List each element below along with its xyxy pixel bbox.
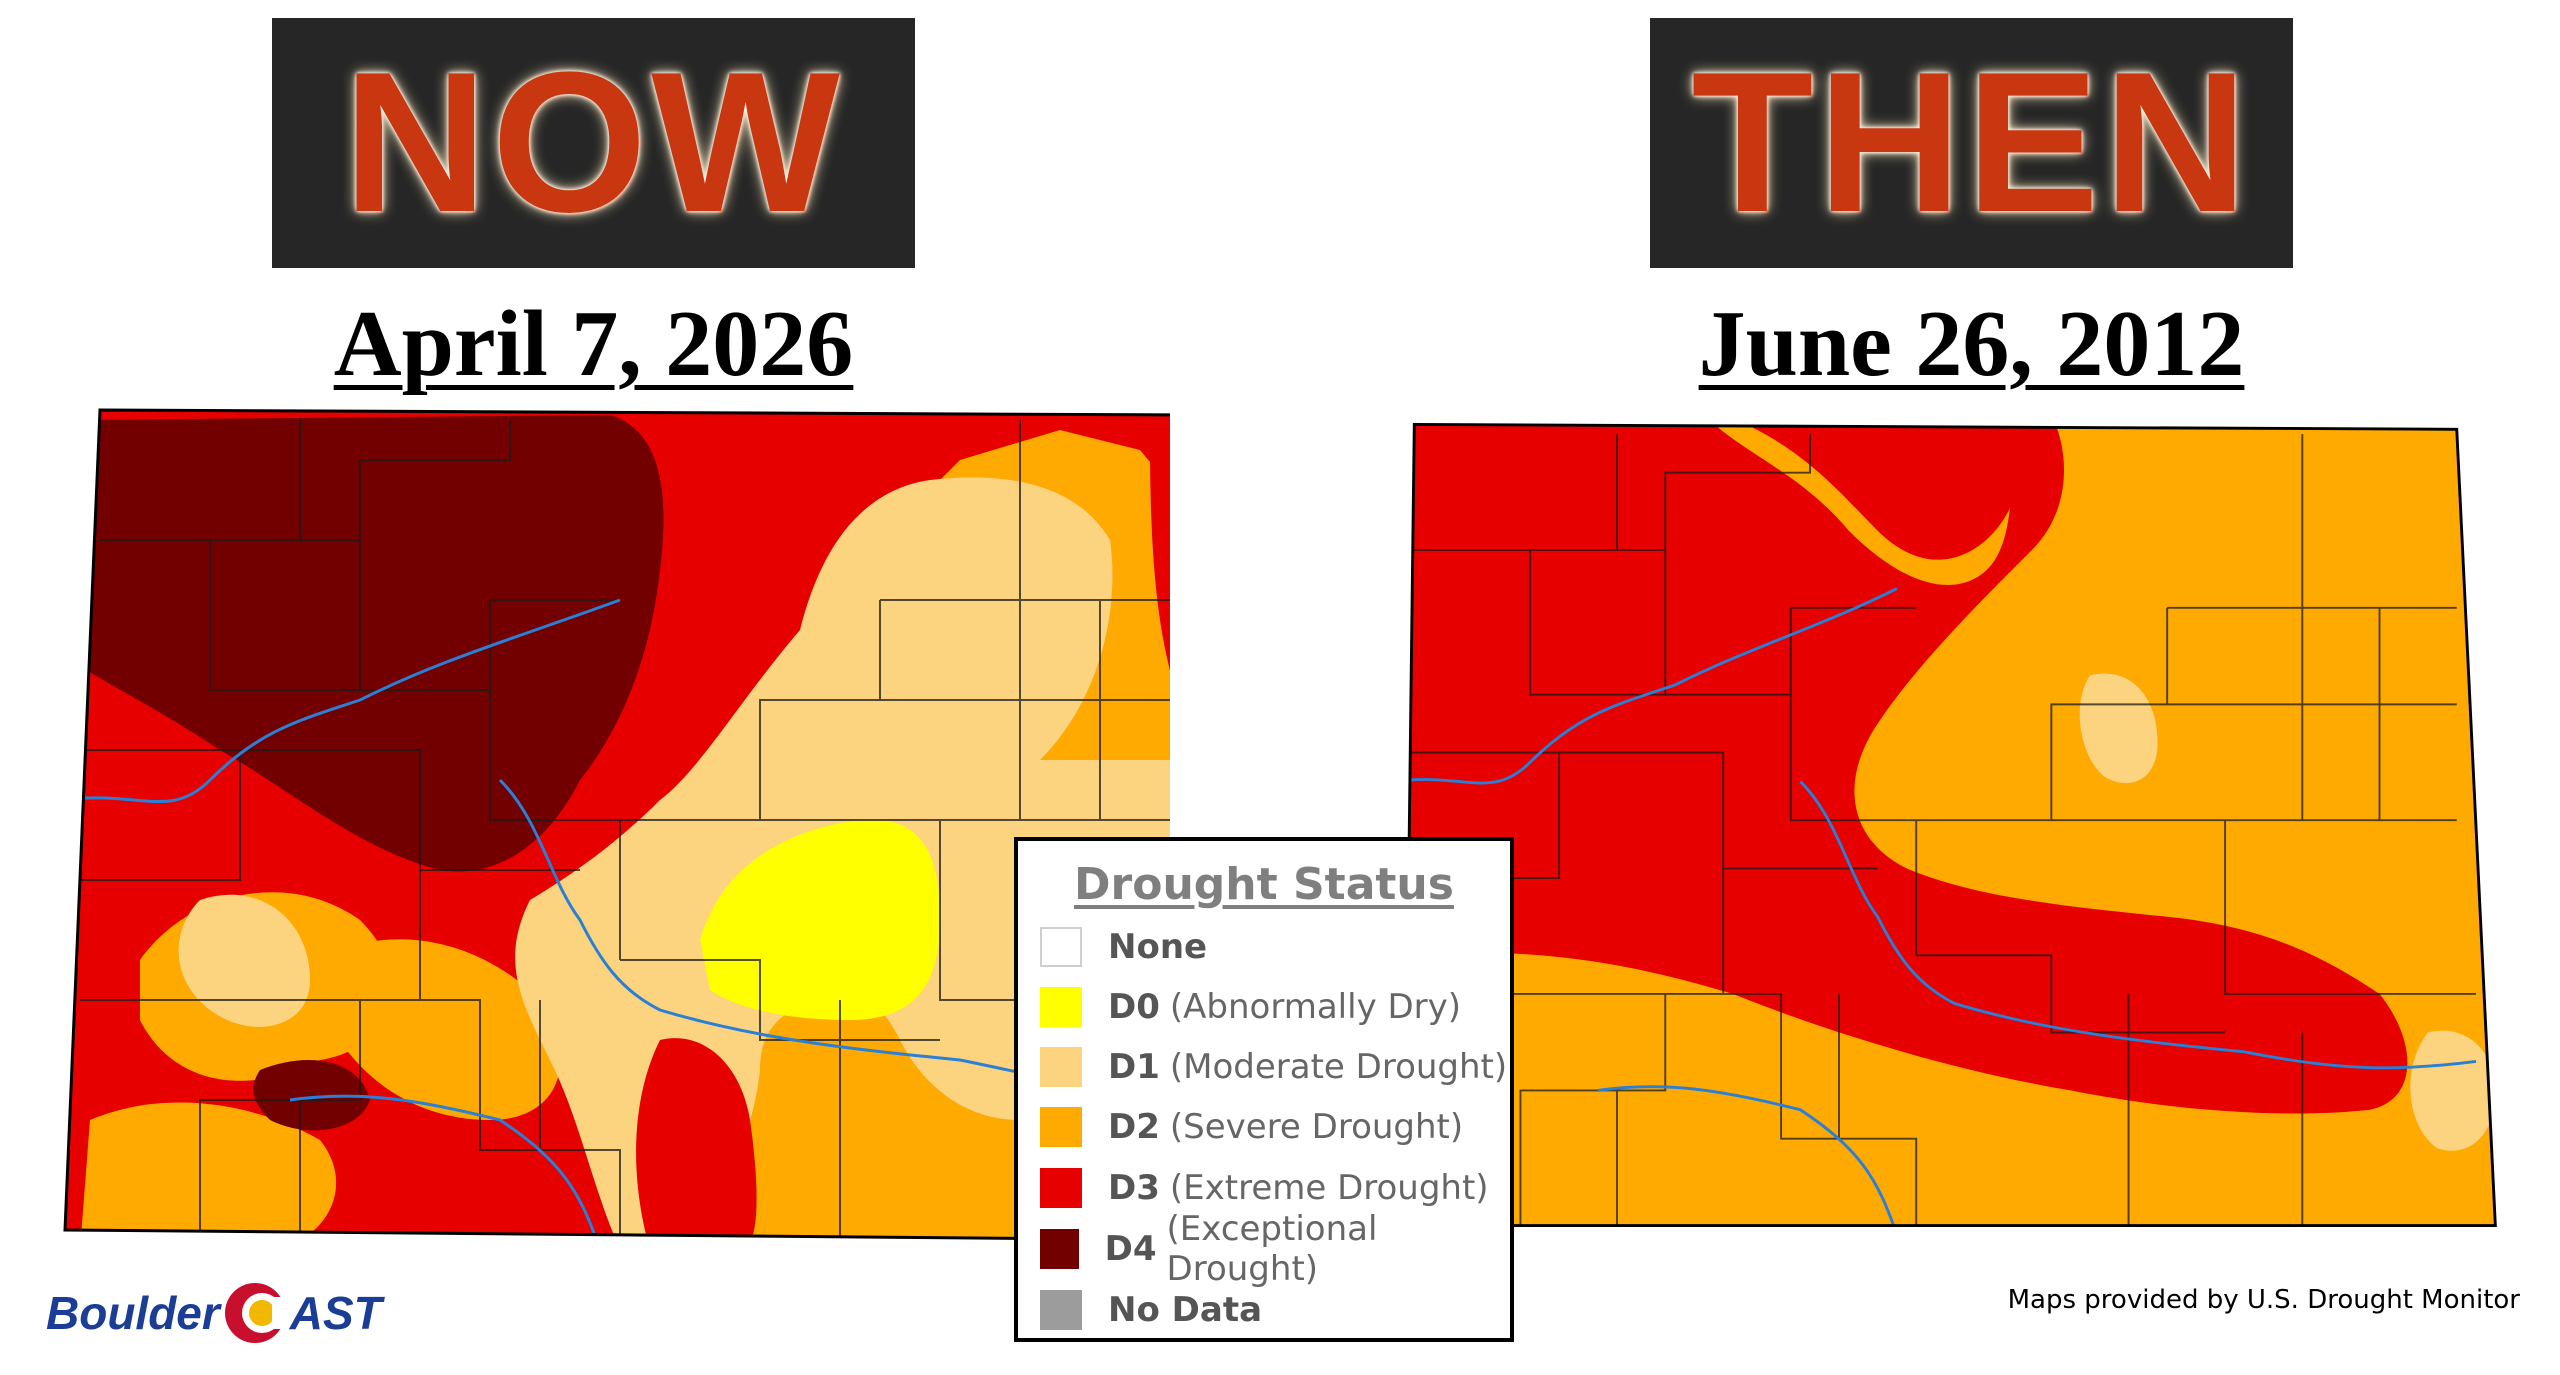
legend-item-d0: D0 (Abnormally Dry)	[1040, 981, 1461, 1033]
legend-code: D1	[1108, 1047, 1160, 1087]
legend-item-no-data: No Data	[1040, 1284, 1262, 1336]
legend-desc: (Severe Drought)	[1169, 1107, 1464, 1147]
now-banner: NOW	[272, 18, 915, 268]
legend-swatch	[1040, 1047, 1082, 1087]
now-banner-text: NOW	[343, 31, 844, 254]
legend-code: D3	[1108, 1168, 1160, 1208]
legend-swatch	[1040, 1290, 1082, 1330]
legend-swatch	[1040, 927, 1082, 967]
now-drought-map	[63, 408, 1170, 1242]
legend-swatch	[1040, 987, 1082, 1027]
legend-desc: (Exceptional Drought)	[1166, 1209, 1378, 1289]
legend-item-d2: D2 (Severe Drought)	[1040, 1101, 1463, 1153]
legend-desc: (Moderate Drought)	[1169, 1047, 1508, 1087]
logo-text-boulder: Boulder	[46, 1287, 220, 1339]
map-credit: Maps provided by U.S. Drought Monitor	[2007, 1285, 2520, 1315]
legend-code: D0	[1108, 987, 1160, 1027]
legend-code: None	[1108, 927, 1208, 967]
legend-item-none: None	[1040, 921, 1207, 973]
legend-desc: (Extreme Drought)	[1169, 1168, 1489, 1208]
legend-desc: (Abnormally Dry)	[1169, 987, 1462, 1027]
legend-code: No Data	[1108, 1290, 1263, 1330]
legend-swatch	[1040, 1168, 1082, 1208]
legend-code: D2	[1108, 1107, 1160, 1147]
bouldercast-logo: Boulder AST	[46, 1268, 382, 1358]
logo-text-ast: AST	[289, 1287, 382, 1339]
then-drought-map	[1403, 422, 2497, 1228]
legend-swatch	[1040, 1229, 1079, 1269]
legend-swatch	[1040, 1107, 1082, 1147]
then-banner-text: THEN	[1691, 31, 2252, 254]
legend-item-d1: D1 (Moderate Drought)	[1040, 1041, 1507, 1093]
legend-code: D4	[1104, 1229, 1157, 1269]
colorado-c-icon	[224, 1283, 288, 1343]
then-date: June 26, 2012	[1698, 292, 2245, 396]
drought-legend: Drought Status None D0 (Abnormally Dry) …	[1014, 837, 1514, 1342]
legend-item-d3: D3 (Extreme Drought)	[1040, 1162, 1489, 1214]
legend-item-d4: D4 (Exceptional Drought)	[1040, 1209, 1510, 1289]
now-date: April 7, 2026	[333, 292, 854, 396]
legend-title: Drought Status	[1074, 859, 1454, 910]
then-banner: THEN	[1650, 18, 2293, 268]
